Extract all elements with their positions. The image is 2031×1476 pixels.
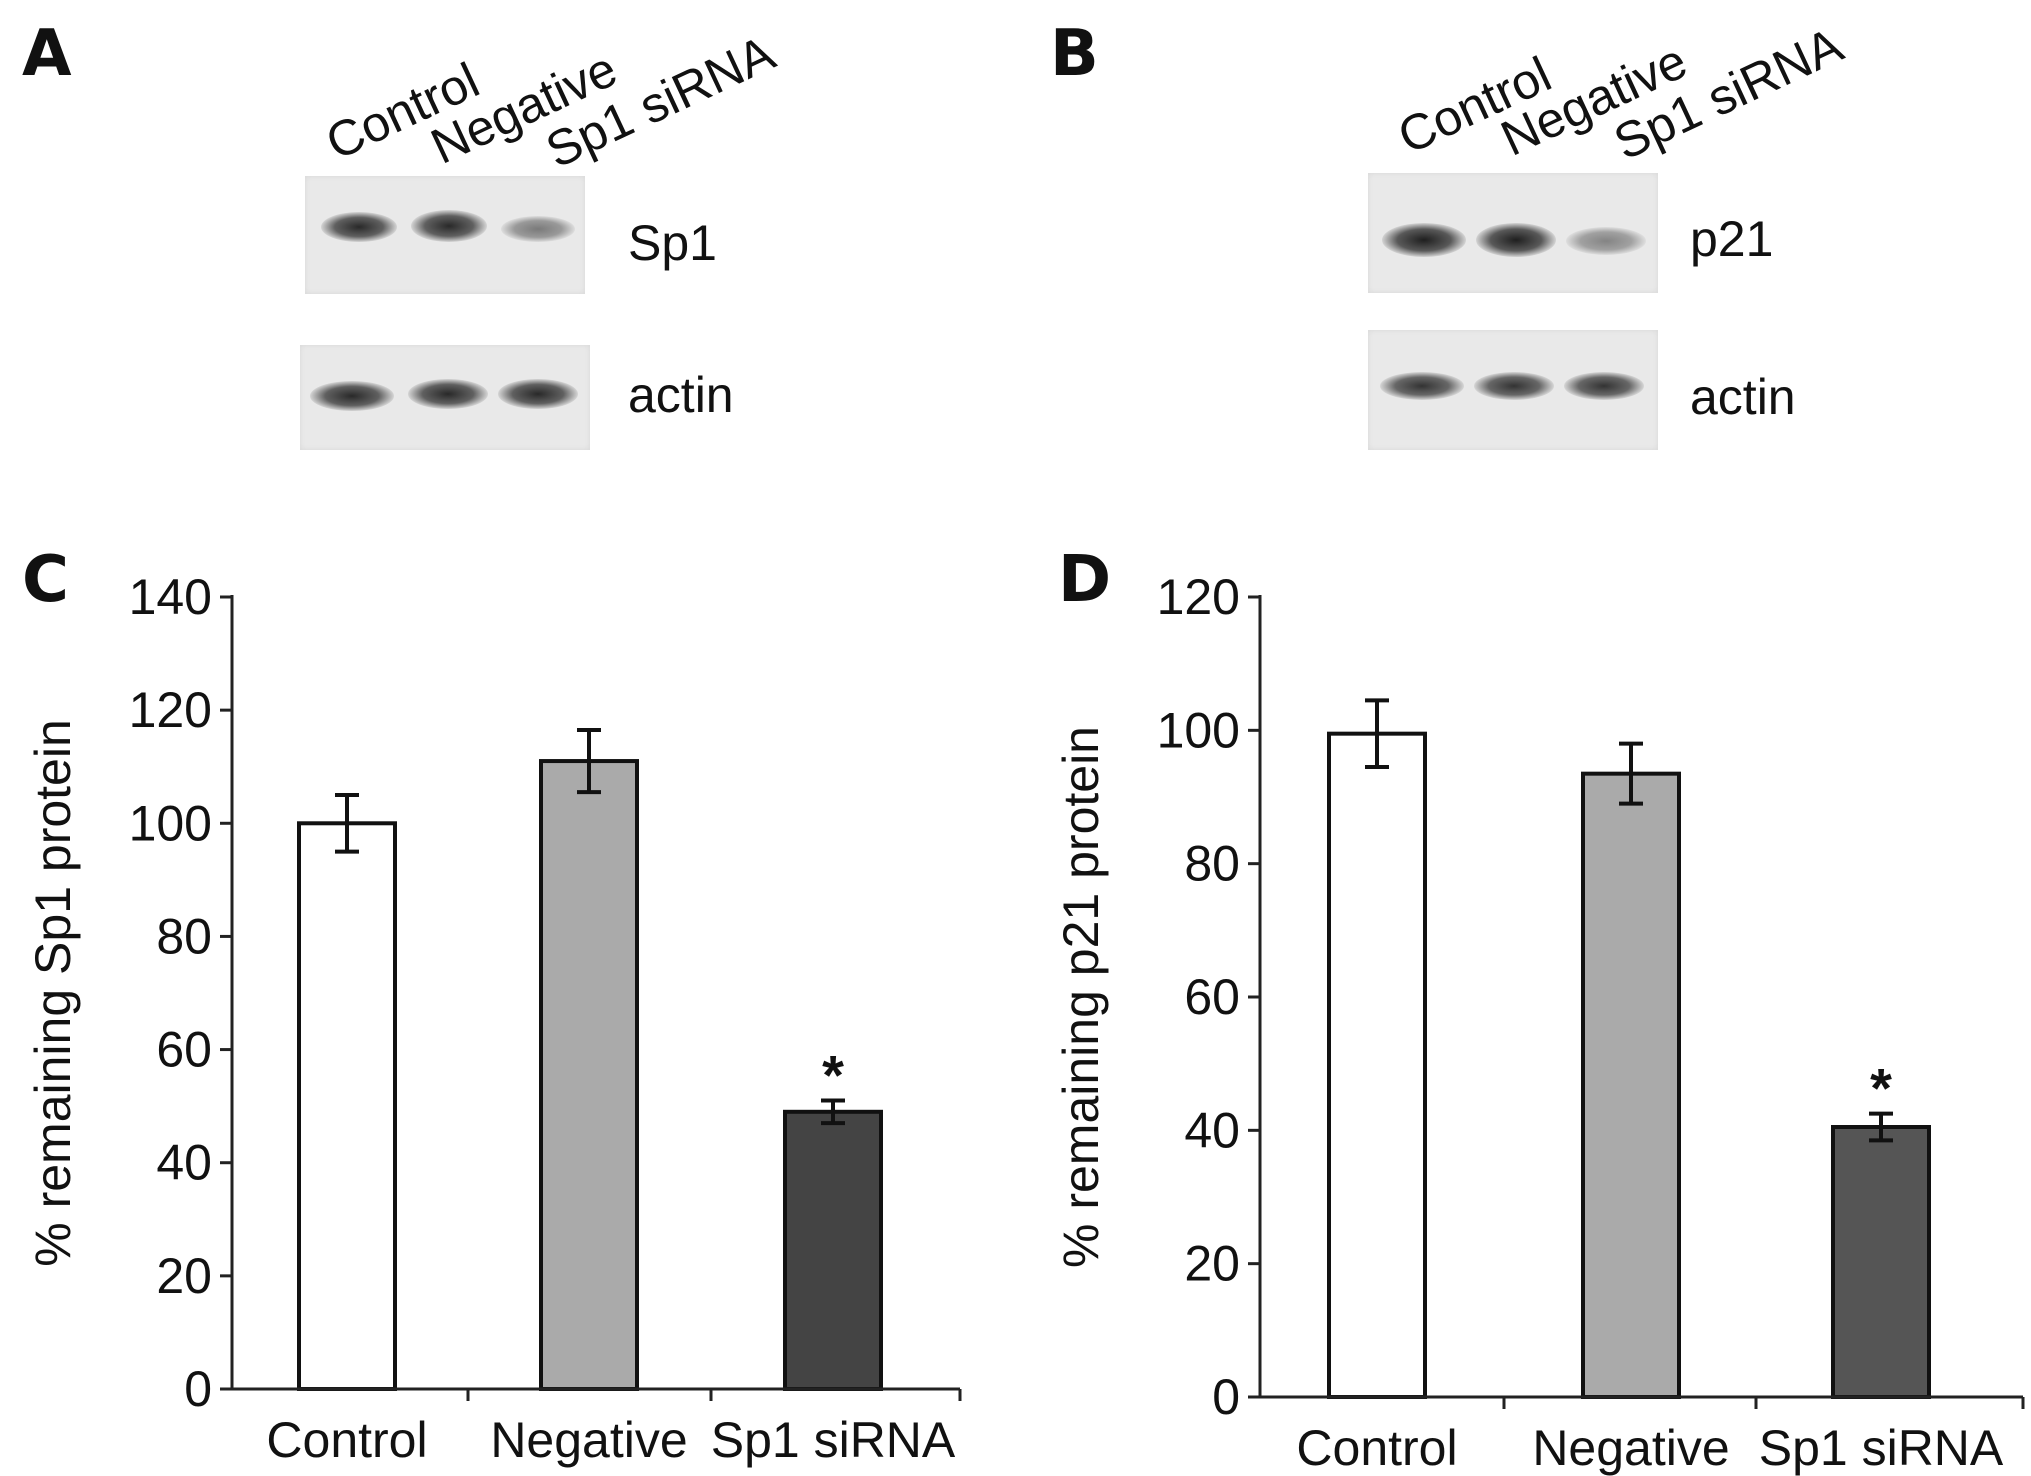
y-tick-label: 100	[1157, 702, 1240, 758]
y-tick-label: 20	[156, 1248, 212, 1304]
band-p21-sirna	[1566, 227, 1646, 255]
y-tick-label: 140	[129, 569, 212, 625]
blot-label-p21: p21	[1690, 211, 1774, 267]
band-actin-a-sirna	[498, 379, 578, 409]
x-category-label: Negative	[1532, 1420, 1729, 1476]
bar-control	[297, 821, 397, 1391]
band-p21-negative	[1476, 223, 1556, 257]
bar-negative	[539, 759, 639, 1391]
blot-p21	[1368, 173, 1658, 293]
western-blot-b: Control Negative Sp1 siRNA p21 actin	[0, 0, 2031, 470]
band-sp1-sirna	[501, 216, 575, 242]
y-tick-label: 40	[156, 1135, 212, 1191]
y-tick-label: 80	[156, 908, 212, 964]
bar-negative	[1581, 771, 1681, 1399]
y-tick-label: 60	[1184, 969, 1240, 1025]
blot-actin-a	[300, 345, 590, 450]
y-axis-label: % remaining Sp1 protein	[25, 719, 81, 1267]
bar-sp1-sirna	[783, 1109, 883, 1392]
chart-c: 0 20 40 60 80 100 120 140 * Control Negative Sp1 si…	[25, 569, 962, 1468]
y-tick-label: 40	[1184, 1102, 1240, 1158]
blot-label-sp1: Sp1	[628, 215, 717, 271]
bar-control	[1327, 731, 1427, 1399]
panel-letter-b: B	[1050, 17, 1099, 91]
y-tick-label: 80	[1184, 836, 1240, 892]
y-axis-label: % remaining p21 protein	[1053, 726, 1109, 1268]
x-category-label: Negative	[490, 1412, 687, 1468]
blot-label-actin-a: actin	[628, 367, 734, 423]
y-tick-label: 0	[184, 1361, 212, 1417]
band-actin-b-sirna	[1564, 372, 1644, 400]
band-sp1-control	[321, 212, 397, 242]
y-tick-label: 20	[1184, 1236, 1240, 1292]
western-blot-a: Control Negative Sp1 siRNA Sp1 actin	[0, 0, 1000, 470]
y-tick-label: 120	[1157, 569, 1240, 625]
significance-marker: *	[822, 1043, 844, 1106]
significance-marker: *	[1870, 1057, 1892, 1120]
x-category-label: Control	[1296, 1420, 1457, 1476]
band-actin-b-control	[1380, 372, 1464, 400]
band-actin-a-control	[310, 381, 394, 411]
bar-sp1-sirna	[1831, 1125, 1931, 1399]
y-tick-label: 100	[129, 795, 212, 851]
band-actin-a-negative	[408, 379, 488, 409]
chart-d: 0 20 40 60 80 100 120 * Control Negative Sp1 siRNA…	[1053, 569, 2025, 1476]
y-tick-label: 0	[1212, 1369, 1240, 1425]
panel-letter-d: D	[1058, 543, 1112, 617]
x-category-label: Sp1 siRNA	[711, 1412, 956, 1468]
x-category-label: Control	[266, 1412, 427, 1468]
panel-letter-a: A	[22, 17, 72, 91]
blot-sp1	[305, 176, 585, 294]
blot-label-actin-b: actin	[1690, 369, 1796, 425]
band-actin-b-negative	[1474, 372, 1554, 400]
band-p21-control	[1382, 223, 1466, 257]
y-tick-label: 120	[129, 682, 212, 738]
band-sp1-negative	[411, 210, 487, 242]
blot-actin-b	[1368, 330, 1658, 450]
panel-letter-c: C	[22, 543, 69, 617]
y-tick-label: 60	[156, 1022, 212, 1078]
x-category-label: Sp1 siRNA	[1759, 1420, 2004, 1476]
